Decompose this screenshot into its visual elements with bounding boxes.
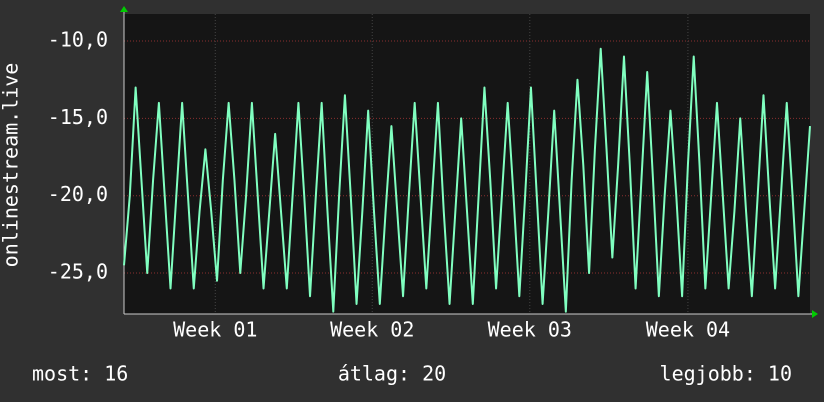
- x-tick-label: Week 03: [488, 318, 572, 342]
- stat-average: átlag: 20: [338, 362, 446, 386]
- x-arrow: [812, 310, 818, 318]
- y-axis-label: onlinestream.live: [0, 63, 23, 268]
- data-line: [123, 47, 811, 313]
- stat-current: most: 16: [32, 362, 128, 386]
- x-tick-label: Week 02: [330, 318, 414, 342]
- y-tick-label: -10,0: [48, 28, 108, 52]
- x-tick-label: Week 01: [173, 318, 257, 342]
- y-arrow: [120, 6, 128, 12]
- y-tick-label: -25,0: [48, 260, 108, 284]
- stat-best: legjobb: 10: [660, 362, 792, 386]
- y-tick-label: -15,0: [48, 105, 108, 129]
- plot-area: [124, 14, 810, 314]
- x-tick-label: Week 04: [646, 318, 730, 342]
- y-tick-label: -20,0: [48, 182, 108, 206]
